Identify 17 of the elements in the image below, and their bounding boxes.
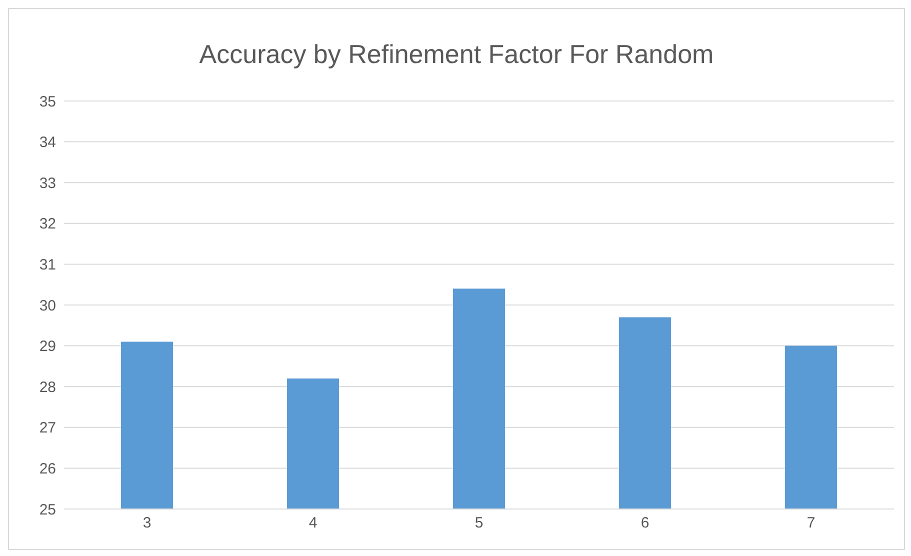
- x-tick-label: 7: [806, 514, 816, 532]
- x-tick-label: 5: [474, 514, 484, 532]
- y-tick-label: 32: [39, 216, 56, 233]
- x-tick-label: 3: [142, 514, 152, 532]
- chart-title: Accuracy by Refinement Factor For Random: [198, 38, 715, 71]
- y-tick-label: 35: [39, 93, 56, 110]
- y-tick-label: 28: [39, 378, 56, 396]
- y-tick-label: 33: [39, 174, 56, 192]
- x-tick-label: 6: [640, 514, 650, 532]
- y-tick-label: 26: [39, 460, 56, 478]
- y-tick-label: 34: [39, 134, 56, 152]
- y-tick-label: 29: [39, 338, 56, 356]
- x-tick-label: 4: [308, 514, 318, 532]
- y-tick-label: 25: [39, 501, 56, 518]
- y-tick-label: 30: [39, 297, 56, 314]
- y-tick-label: 27: [39, 420, 56, 437]
- y-tick-label: 31: [39, 256, 56, 274]
